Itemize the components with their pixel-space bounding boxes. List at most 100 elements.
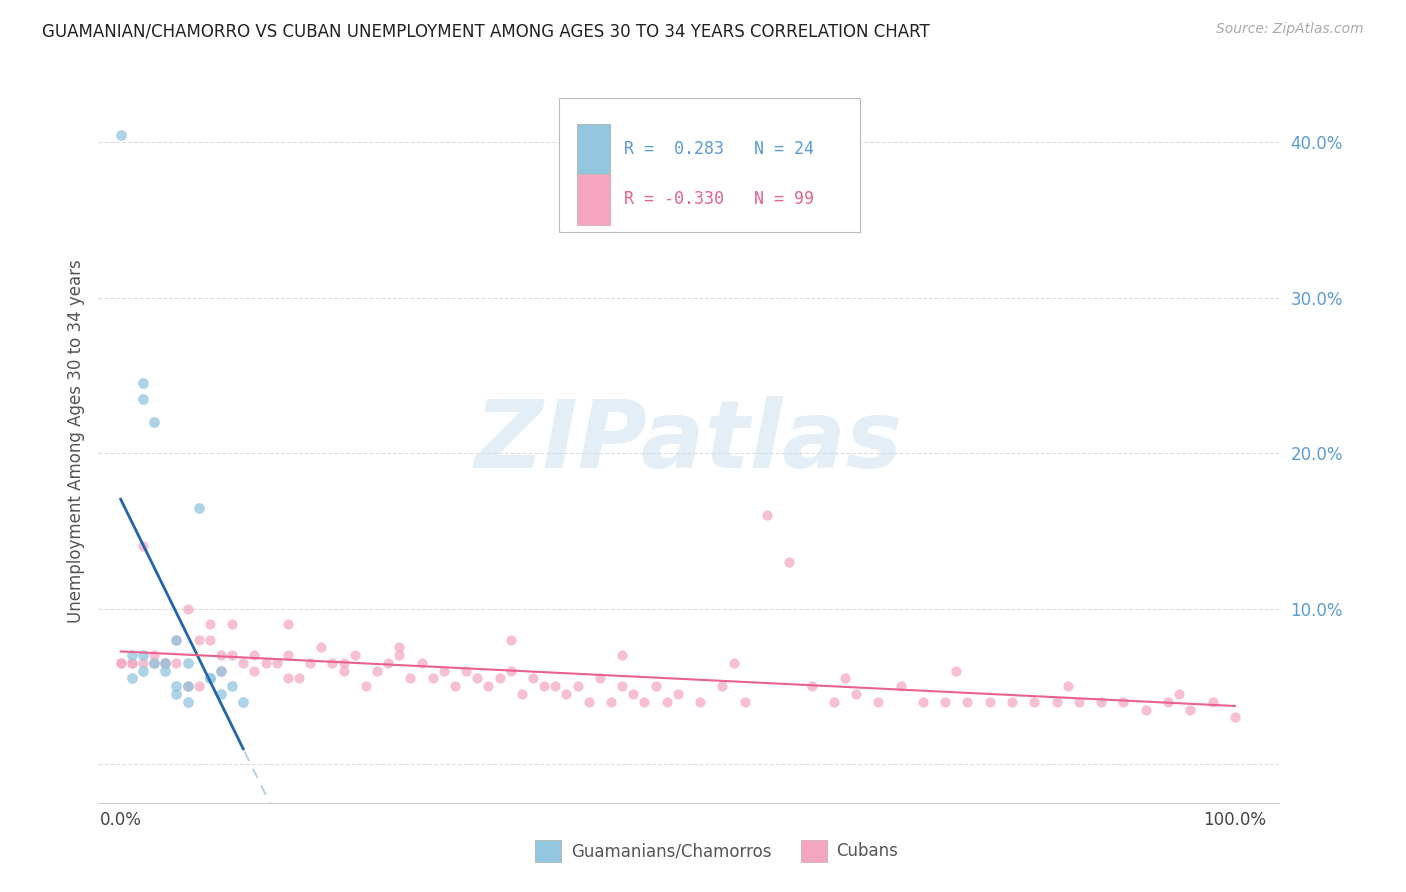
Point [1157, 695, 1180, 709]
Point [209, 664, 232, 678]
Point [143, 656, 166, 670]
Point [121, 648, 143, 663]
Point [132, 376, 155, 391]
Point [143, 656, 166, 670]
Point [121, 672, 143, 686]
Point [165, 632, 187, 647]
Point [309, 640, 332, 655]
Point [1180, 702, 1202, 716]
Point [723, 656, 745, 670]
Point [522, 672, 544, 686]
Text: Guamanians/Chamorros: Guamanians/Chamorros [571, 842, 772, 860]
Point [1135, 702, 1157, 716]
Point [621, 687, 644, 701]
Point [610, 648, 633, 663]
Point [890, 679, 912, 693]
Point [388, 648, 411, 663]
Point [266, 656, 288, 670]
Point [1223, 710, 1246, 724]
Point [132, 664, 155, 678]
Point [232, 656, 254, 670]
Point [1168, 687, 1191, 701]
Point [243, 664, 266, 678]
Point [734, 695, 756, 709]
Point [589, 672, 612, 686]
Point [143, 415, 166, 429]
Point [578, 695, 600, 709]
Point [165, 679, 187, 693]
FancyBboxPatch shape [536, 840, 561, 862]
Point [110, 128, 132, 142]
Point [1090, 695, 1112, 709]
Point [243, 648, 266, 663]
Y-axis label: Unemployment Among Ages 30 to 34 years: Unemployment Among Ages 30 to 34 years [66, 260, 84, 624]
Point [143, 648, 166, 663]
Point [299, 656, 322, 670]
Point [666, 687, 689, 701]
Point [221, 679, 243, 693]
Point [544, 679, 567, 693]
Point [187, 500, 209, 515]
Point [633, 695, 655, 709]
Point [155, 656, 177, 670]
Point [155, 656, 177, 670]
Point [956, 695, 979, 709]
Point [444, 679, 467, 693]
Point [755, 508, 778, 523]
Point [834, 672, 856, 686]
Point [277, 672, 299, 686]
Point [187, 679, 209, 693]
Text: GUAMANIAN/CHAMORRO VS CUBAN UNEMPLOYMENT AMONG AGES 30 TO 34 YEARS CORRELATION C: GUAMANIAN/CHAMORRO VS CUBAN UNEMPLOYMENT… [42, 22, 929, 40]
Point [198, 672, 221, 686]
Point [488, 672, 510, 686]
Point [456, 664, 478, 678]
Point [1056, 679, 1078, 693]
Point [477, 679, 499, 693]
FancyBboxPatch shape [801, 840, 827, 862]
Point [132, 540, 155, 554]
Point [1201, 695, 1223, 709]
Point [655, 695, 678, 709]
Point [433, 664, 456, 678]
Point [465, 672, 488, 686]
Point [499, 632, 522, 647]
Point [277, 617, 299, 632]
Point [499, 664, 522, 678]
Text: R = -0.330   N = 99: R = -0.330 N = 99 [624, 191, 814, 209]
Point [823, 695, 845, 709]
Point [209, 664, 232, 678]
Point [155, 656, 177, 670]
Point [132, 648, 155, 663]
Point [533, 679, 555, 693]
Point [510, 687, 533, 701]
Point [254, 656, 277, 670]
Point [121, 656, 143, 670]
Point [800, 679, 823, 693]
Point [165, 656, 187, 670]
Point [121, 656, 143, 670]
Point [1046, 695, 1069, 709]
Point [555, 687, 578, 701]
Point [277, 648, 299, 663]
Point [600, 695, 623, 709]
FancyBboxPatch shape [576, 174, 610, 225]
Point [366, 664, 388, 678]
Point [176, 679, 198, 693]
Point [321, 656, 343, 670]
Point [232, 695, 254, 709]
Point [644, 679, 666, 693]
Point [868, 695, 890, 709]
Point [1067, 695, 1090, 709]
Point [132, 392, 155, 406]
Point [176, 679, 198, 693]
Point [422, 672, 444, 686]
Point [610, 679, 633, 693]
Point [567, 679, 589, 693]
Point [1024, 695, 1046, 709]
Point [288, 672, 311, 686]
Point [411, 656, 433, 670]
Point [778, 555, 800, 569]
Point [343, 648, 366, 663]
FancyBboxPatch shape [576, 124, 610, 174]
Text: Cubans: Cubans [837, 842, 898, 860]
